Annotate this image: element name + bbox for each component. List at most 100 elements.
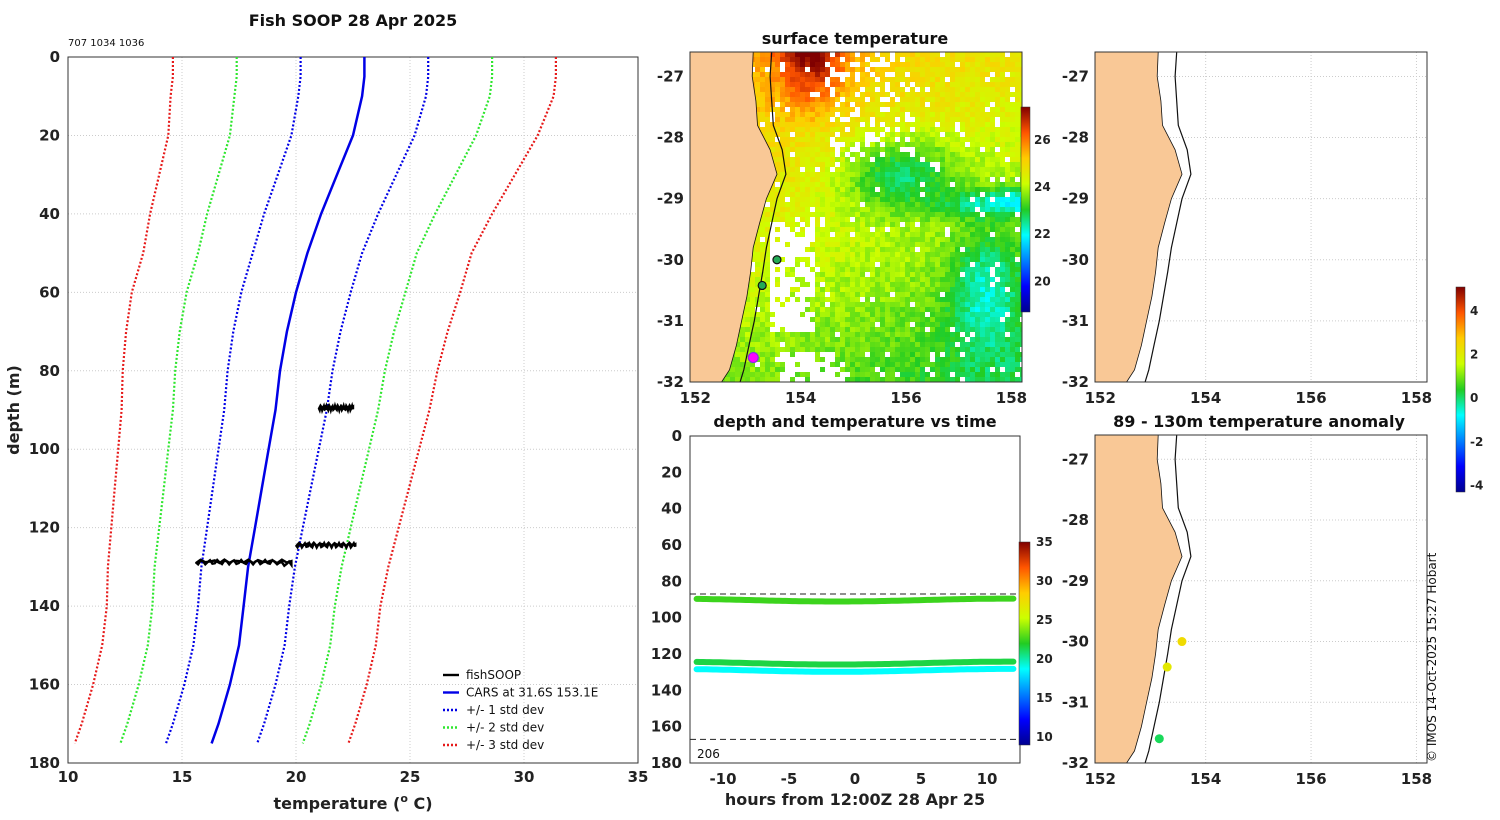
sst-cell bbox=[775, 117, 780, 122]
sst-cell bbox=[925, 307, 930, 312]
sst-cell bbox=[985, 192, 990, 197]
sst-cell bbox=[825, 112, 830, 117]
sst-cell bbox=[890, 77, 895, 82]
sst-cell bbox=[865, 342, 870, 347]
sst-cell bbox=[820, 367, 825, 372]
sst-cell bbox=[845, 357, 850, 362]
sst-cell bbox=[920, 307, 925, 312]
sst-cell bbox=[780, 137, 785, 142]
sst-cell bbox=[935, 317, 940, 322]
sst-cell bbox=[970, 177, 975, 182]
sst-cell bbox=[980, 167, 985, 172]
sst-cell bbox=[980, 367, 985, 372]
sst-cell bbox=[770, 137, 775, 142]
sst-cell bbox=[915, 282, 920, 287]
sst-cell bbox=[885, 212, 890, 217]
sst-cell bbox=[905, 102, 910, 107]
sst-cell bbox=[940, 262, 945, 267]
sst-cell bbox=[965, 332, 970, 337]
sst-cell bbox=[865, 172, 870, 177]
sst-cell bbox=[825, 312, 830, 317]
sst-cell bbox=[805, 307, 810, 312]
sst-cell bbox=[770, 67, 775, 72]
sst-cell bbox=[985, 262, 990, 267]
sst-cell bbox=[800, 107, 805, 112]
sst-cell bbox=[980, 272, 985, 277]
sst-cell bbox=[945, 332, 950, 337]
sst-cell bbox=[750, 282, 755, 287]
std-minus-1-line bbox=[164, 57, 302, 744]
sst-cell bbox=[820, 287, 825, 292]
sst-cell bbox=[945, 127, 950, 132]
sst-cell bbox=[940, 212, 945, 217]
sst-cell bbox=[880, 102, 885, 107]
sst-cell bbox=[890, 297, 895, 302]
sst-cell bbox=[950, 352, 955, 357]
sst-cell bbox=[815, 307, 820, 312]
sst-cell bbox=[800, 332, 805, 337]
sst-cell bbox=[940, 287, 945, 292]
sst-cell bbox=[835, 322, 840, 327]
sst-cell bbox=[990, 247, 995, 252]
sst-cell bbox=[815, 282, 820, 287]
sst-cell bbox=[960, 82, 965, 87]
sst-cell bbox=[790, 57, 795, 62]
sst-cell bbox=[990, 62, 995, 67]
sst-cell bbox=[975, 297, 980, 302]
sst-cell bbox=[800, 122, 805, 127]
sst-cell bbox=[760, 112, 765, 117]
sst-cell bbox=[855, 342, 860, 347]
sst-cell bbox=[760, 77, 765, 82]
sst-cell bbox=[970, 277, 975, 282]
sst-cell bbox=[1005, 187, 1010, 192]
sst-cell bbox=[865, 277, 870, 282]
sst-cell bbox=[935, 272, 940, 277]
sst-cell bbox=[885, 357, 890, 362]
sst-cell bbox=[940, 312, 945, 317]
sst-cell bbox=[970, 352, 975, 357]
sst-cell bbox=[820, 57, 825, 62]
sst-cell bbox=[885, 142, 890, 147]
sst-cell bbox=[765, 267, 770, 272]
sst-cell bbox=[850, 172, 855, 177]
sst-cell bbox=[875, 242, 880, 247]
sst-cell bbox=[925, 177, 930, 182]
sst-cell bbox=[915, 137, 920, 142]
sst-cell bbox=[980, 67, 985, 72]
sst-cell bbox=[900, 357, 905, 362]
sst-cell bbox=[945, 272, 950, 277]
sst-cell bbox=[900, 272, 905, 277]
sst-cell bbox=[820, 112, 825, 117]
sst-cell bbox=[920, 262, 925, 267]
sst-cell bbox=[980, 132, 985, 137]
sst-cell bbox=[955, 262, 960, 267]
sst-cell bbox=[960, 322, 965, 327]
sst-cell bbox=[980, 247, 985, 252]
sst-cell bbox=[880, 217, 885, 222]
sst-cell bbox=[965, 237, 970, 242]
sst-cell bbox=[855, 152, 860, 157]
sst-cell bbox=[875, 352, 880, 357]
sst-cell bbox=[780, 202, 785, 207]
sst-cell bbox=[975, 357, 980, 362]
sst-cell bbox=[785, 112, 790, 117]
sst-cell bbox=[975, 132, 980, 137]
sst-cell bbox=[910, 217, 915, 222]
sst-cell bbox=[1010, 312, 1015, 317]
sst-cell bbox=[990, 107, 995, 112]
sst-cell bbox=[910, 357, 915, 362]
sst-cell bbox=[970, 122, 975, 127]
sst-cell bbox=[880, 162, 885, 167]
sst-cell bbox=[1005, 377, 1010, 382]
sst-cell bbox=[755, 52, 760, 57]
sst-cell bbox=[905, 292, 910, 297]
sst-cell bbox=[890, 147, 895, 152]
profile-axes-box bbox=[67, 56, 639, 764]
sst-cell bbox=[845, 237, 850, 242]
sst-cell bbox=[795, 162, 800, 167]
sst-cell bbox=[905, 282, 910, 287]
sst-cell bbox=[890, 107, 895, 112]
sst-cell bbox=[985, 132, 990, 137]
sst-cell bbox=[845, 142, 850, 147]
sst-cell bbox=[800, 337, 805, 342]
